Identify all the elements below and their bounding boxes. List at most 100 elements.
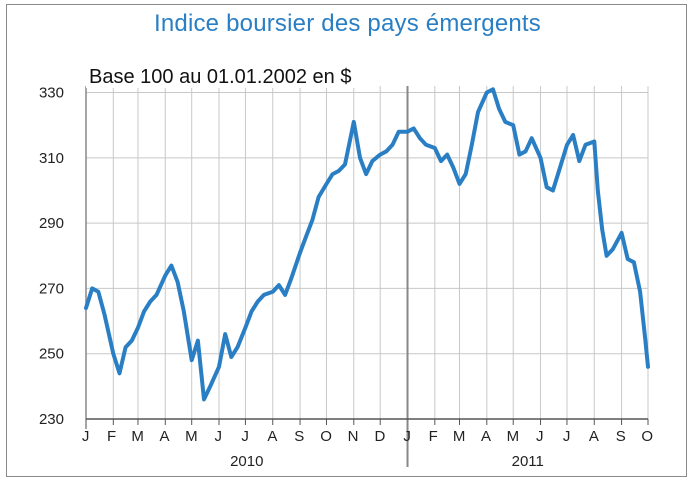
year-label: 2011 [512, 453, 544, 470]
data-point [583, 143, 588, 147]
data-point [343, 162, 347, 166]
data-point [370, 159, 374, 163]
data-point [202, 397, 206, 401]
data-point [433, 146, 437, 150]
data-point [538, 156, 543, 160]
x-tick-label: J [214, 428, 222, 445]
grid [85, 86, 649, 420]
data-point [304, 234, 308, 238]
data-point [418, 136, 422, 140]
x-tick-label: N [348, 428, 359, 445]
y-tick-label: 310 [39, 150, 64, 167]
x-tick-label: A [481, 428, 491, 445]
data-point [485, 90, 489, 95]
data-point [620, 231, 624, 235]
x-tick-label: M [453, 428, 466, 445]
data-point [384, 149, 388, 153]
y-tick-label: 230 [39, 411, 64, 428]
data-point [169, 264, 173, 268]
data-point [154, 293, 159, 297]
data-point [283, 293, 287, 297]
subtitle-background [86, 64, 368, 88]
data-point [250, 309, 254, 313]
data-point [632, 260, 636, 264]
x-tick-label: F [429, 428, 438, 445]
data-point [592, 139, 596, 144]
data-point [208, 384, 212, 388]
data-point [545, 185, 549, 189]
x-tick-label: D [374, 428, 385, 445]
data-point [476, 110, 480, 114]
data-point [229, 355, 233, 359]
data-point [102, 312, 107, 317]
x-tick-label: M [507, 428, 520, 445]
x-tick-label: M [131, 428, 144, 445]
data-point [530, 136, 534, 140]
data-point [96, 290, 100, 294]
data-point [124, 345, 128, 349]
data-point [256, 299, 260, 304]
data-point [289, 277, 293, 281]
data-point [352, 120, 356, 124]
data-point [565, 143, 569, 147]
x-tick-label: F [107, 428, 116, 445]
data-point [464, 172, 468, 176]
data-point [358, 156, 362, 160]
data-point [605, 254, 609, 258]
data-point [517, 153, 522, 157]
data-point [405, 130, 410, 134]
data-point [217, 365, 221, 369]
data-point [439, 159, 443, 163]
data-point [196, 339, 200, 343]
data-point [600, 228, 604, 232]
data-point [223, 332, 227, 336]
data-point [271, 290, 275, 294]
x-tick-label: J [536, 428, 544, 445]
data-point [310, 218, 314, 222]
data-point [390, 143, 395, 147]
data-point [148, 299, 152, 304]
data-point [551, 188, 555, 193]
data-point [111, 352, 115, 356]
x-tick-label: S [616, 428, 626, 445]
data-point [378, 153, 382, 157]
data-point [337, 169, 341, 173]
data-point [130, 339, 134, 343]
data-point [324, 182, 329, 186]
y-tick-label: 290 [39, 215, 64, 232]
data-point [511, 123, 515, 127]
data-point [235, 345, 240, 349]
y-tick-label: 270 [39, 280, 64, 297]
x-tick-label: O [320, 428, 332, 445]
data-point [176, 280, 180, 284]
data-point [182, 309, 186, 313]
data-point [412, 126, 416, 130]
data-point [142, 309, 146, 313]
data-point [646, 365, 650, 369]
data-point [277, 283, 281, 287]
data-point [84, 306, 88, 310]
data-point [577, 159, 581, 163]
x-tick-label: O [641, 428, 653, 445]
data-point [397, 130, 401, 134]
x-tick-label: J [82, 428, 90, 445]
data-point [317, 195, 321, 199]
x-tick-label: M [185, 428, 198, 445]
data-point [571, 133, 575, 137]
x-tick-label: J [403, 428, 411, 445]
data-point [117, 371, 122, 375]
data-point [298, 250, 302, 255]
data-point [457, 182, 462, 186]
data-point [557, 169, 561, 173]
data-point [503, 120, 507, 124]
x-tick-label: A [267, 428, 277, 445]
data-point [497, 107, 501, 111]
data-point [190, 358, 194, 362]
year-label: 2010 [230, 453, 263, 470]
chart-subtitle: Base 100 au 01.01.2002 en $ [89, 66, 351, 88]
data-point [136, 326, 140, 330]
data-point [331, 172, 335, 176]
data-point [643, 339, 648, 343]
data-point [262, 293, 266, 297]
